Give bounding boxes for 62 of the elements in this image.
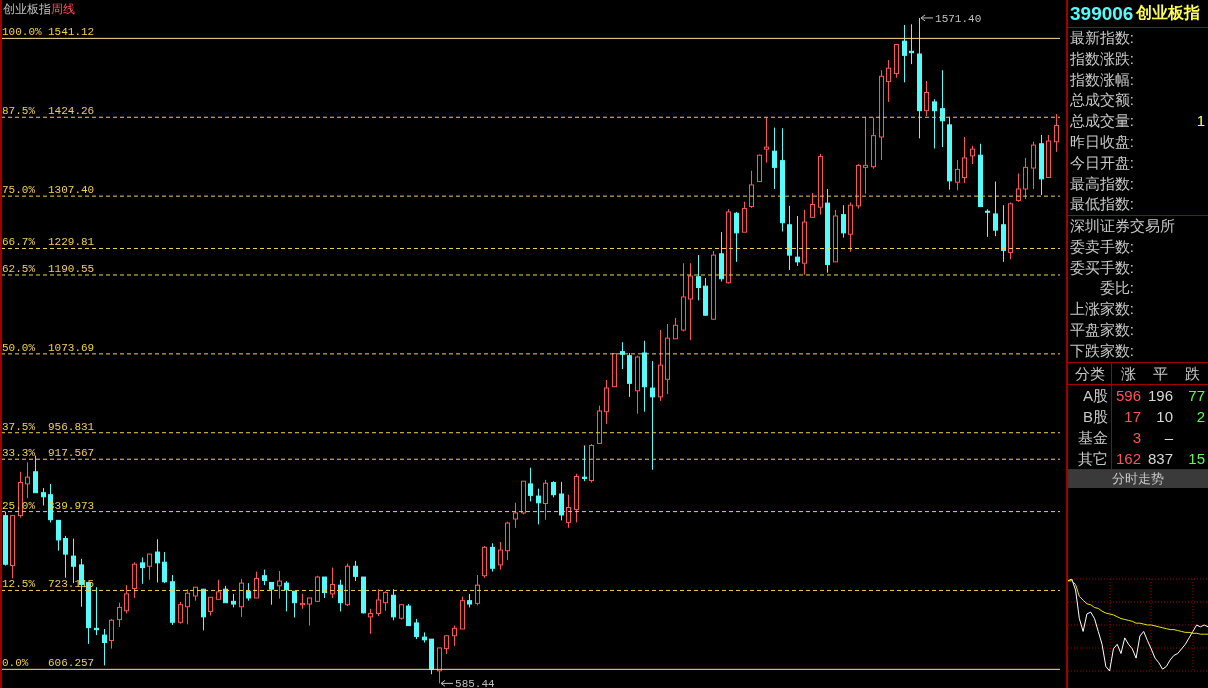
text: 指数涨跌: [1068, 48, 1134, 69]
chart-title: 分时走势 [1068, 470, 1208, 488]
text: 创业板指 [1136, 3, 1201, 23]
data-label: 196 [1146, 386, 1174, 406]
category-label: 涨 [1119, 364, 1137, 384]
y2-tick-label: 62.5% [2, 262, 36, 275]
text: 下跌家数: [1068, 340, 1134, 361]
legend-title: 分类 [1068, 363, 1112, 384]
y-tick-label: 956.831 [48, 420, 95, 433]
y-tick-label: 1307.40 [48, 184, 95, 197]
category-label: 跌 [1183, 364, 1201, 384]
text: 1 [1196, 112, 1205, 130]
text: 平盘家数: [1068, 320, 1134, 340]
text: 上涨家数: [1068, 299, 1134, 320]
y-tick-label: 1424.26 [48, 105, 95, 118]
text: 总成交量: [1068, 111, 1134, 132]
data-label: 3 [1131, 428, 1142, 448]
chart-subtitle: 周线 [51, 2, 75, 16]
text: 昨日收盘: [1068, 132, 1134, 152]
y-tick-label: 917.567 [48, 447, 95, 460]
text: 其它 [1068, 448, 1112, 469]
annotation: 1571.40 [935, 12, 982, 25]
text: 委买手数: [1068, 257, 1134, 278]
text: 委比: [1098, 278, 1134, 299]
y2-tick-label: 100.0% [2, 26, 43, 39]
category-label: 平 [1151, 364, 1169, 384]
y-tick-label: 1073.69 [48, 341, 95, 354]
y2-tick-label: 0.0% [2, 657, 29, 670]
annotation: 585.44 [455, 678, 496, 688]
text: 最低指数: [1068, 194, 1134, 215]
y2-tick-label: 87.5% [2, 105, 36, 118]
data-label: 15 [1187, 449, 1206, 469]
y-tick-label: 606.257 [48, 657, 95, 670]
y-tick-label: 1541.12 [48, 26, 95, 39]
y-tick-label: 1190.55 [48, 262, 95, 275]
text: 今日开盘: [1068, 152, 1134, 173]
text: – [1163, 428, 1174, 448]
text: 指数涨幅: [1068, 69, 1134, 90]
chart-title: 创业板指 [3, 2, 51, 16]
data-label: 162 [1114, 449, 1142, 469]
text: B股 [1068, 406, 1112, 427]
y2-tick-label: 37.5% [2, 420, 36, 433]
data-label: 17 [1123, 407, 1142, 427]
y2-tick-label: 12.5% [2, 578, 36, 591]
text: 深圳证券交易所 [1069, 216, 1176, 236]
y2-tick-label: 33.3% [2, 447, 36, 460]
y2-tick-label: 75.0% [2, 184, 36, 197]
y2-tick-label: 50.0% [2, 341, 36, 354]
text: 399006 [1070, 2, 1134, 25]
text: 总成交额: [1068, 90, 1134, 111]
data-label: 596 [1114, 386, 1142, 406]
data-label: 837 [1146, 449, 1174, 469]
data-label: 10 [1155, 407, 1174, 427]
text: 委卖手数: [1068, 236, 1134, 257]
data-label: 2 [1195, 407, 1206, 427]
text: 最新指数: [1068, 28, 1134, 48]
y2-tick-label: 66.7% [2, 236, 36, 249]
text: A股 [1068, 385, 1112, 406]
data-label: 77 [1187, 386, 1206, 406]
text: 最高指数: [1068, 173, 1134, 194]
y-tick-label: 1229.81 [48, 236, 95, 249]
text: 基金 [1068, 427, 1112, 448]
